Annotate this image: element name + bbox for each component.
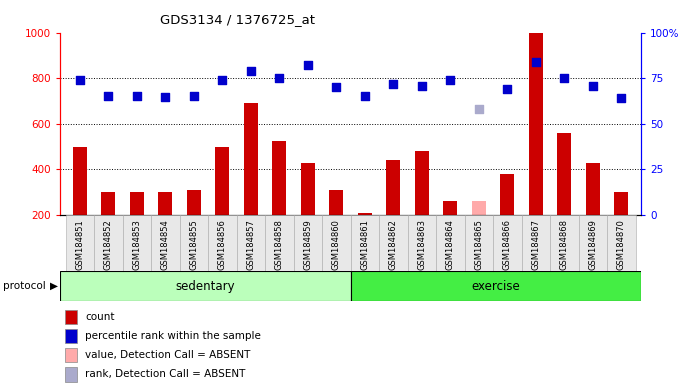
Point	[274, 75, 285, 81]
Bar	[607, 215, 636, 271]
Bar	[351, 271, 641, 301]
Bar	[65, 215, 94, 271]
Bar	[614, 192, 628, 215]
Bar	[294, 215, 322, 271]
Bar	[351, 215, 379, 271]
Bar	[557, 133, 571, 215]
Text: GSM184870: GSM184870	[617, 219, 626, 270]
Point	[616, 95, 627, 101]
Text: GSM184865: GSM184865	[474, 219, 483, 270]
Point	[74, 77, 85, 83]
Text: GSM184858: GSM184858	[275, 219, 284, 270]
Text: GSM184854: GSM184854	[160, 219, 170, 270]
Point	[416, 83, 427, 89]
Bar	[493, 215, 522, 271]
Bar	[101, 192, 116, 215]
Point	[388, 81, 398, 87]
Text: GSM184862: GSM184862	[389, 219, 398, 270]
Text: GSM184864: GSM184864	[446, 219, 455, 270]
Text: sedentary: sedentary	[175, 280, 235, 293]
Text: GSM184861: GSM184861	[360, 219, 369, 270]
Bar	[443, 201, 458, 215]
Bar	[415, 151, 429, 215]
Point	[188, 93, 199, 99]
Point	[445, 77, 456, 83]
Text: GSM184857: GSM184857	[246, 219, 255, 270]
Bar	[358, 213, 372, 215]
Text: count: count	[85, 312, 114, 322]
Bar	[436, 215, 464, 271]
Text: value, Detection Call = ABSENT: value, Detection Call = ABSENT	[85, 350, 250, 360]
Bar	[243, 103, 258, 215]
Text: GSM184863: GSM184863	[418, 219, 426, 270]
Point	[502, 86, 513, 92]
Text: GSM184860: GSM184860	[332, 219, 341, 270]
Point	[245, 68, 256, 74]
Bar	[60, 271, 351, 301]
Bar	[579, 215, 607, 271]
Bar	[379, 215, 407, 271]
Text: GSM184868: GSM184868	[560, 219, 568, 270]
Point	[217, 77, 228, 83]
Bar	[265, 215, 294, 271]
Text: GSM184852: GSM184852	[104, 219, 113, 270]
Bar	[585, 162, 600, 215]
Text: protocol: protocol	[3, 281, 46, 291]
Text: GDS3134 / 1376725_at: GDS3134 / 1376725_at	[160, 13, 316, 26]
Text: GSM184855: GSM184855	[189, 219, 199, 270]
Text: GSM184867: GSM184867	[531, 219, 541, 270]
Bar	[329, 190, 343, 215]
Bar	[130, 192, 144, 215]
Point	[530, 59, 541, 65]
Text: GSM184856: GSM184856	[218, 219, 227, 270]
Text: GSM184866: GSM184866	[503, 219, 512, 270]
Bar	[187, 190, 201, 215]
Bar	[472, 201, 486, 215]
Text: ▶: ▶	[50, 281, 58, 291]
Bar	[158, 192, 173, 215]
Text: GSM184859: GSM184859	[303, 219, 312, 270]
Bar	[464, 215, 493, 271]
Point	[588, 83, 598, 89]
Point	[331, 84, 342, 91]
Bar	[550, 215, 579, 271]
Bar	[301, 162, 315, 215]
Bar	[215, 147, 229, 215]
Text: GSM184851: GSM184851	[75, 219, 84, 270]
Bar	[208, 215, 237, 271]
Bar	[180, 215, 208, 271]
Point	[103, 93, 114, 99]
Point	[559, 75, 570, 81]
Text: GSM184869: GSM184869	[588, 219, 597, 270]
Bar	[528, 33, 543, 215]
Bar	[522, 215, 550, 271]
Bar	[322, 215, 351, 271]
Bar	[272, 141, 286, 215]
Text: GSM184853: GSM184853	[133, 219, 141, 270]
Bar	[73, 147, 87, 215]
Bar	[407, 215, 436, 271]
Text: percentile rank within the sample: percentile rank within the sample	[85, 331, 261, 341]
Point	[160, 94, 171, 101]
Text: exercise: exercise	[471, 280, 520, 293]
Point	[131, 93, 142, 99]
Bar	[122, 215, 151, 271]
Bar	[237, 215, 265, 271]
Point	[359, 93, 370, 99]
Point	[303, 62, 313, 68]
Bar	[500, 174, 514, 215]
Bar	[151, 215, 180, 271]
Point	[473, 106, 484, 112]
Bar	[94, 215, 122, 271]
Text: rank, Detection Call = ABSENT: rank, Detection Call = ABSENT	[85, 369, 245, 379]
Bar	[386, 161, 401, 215]
